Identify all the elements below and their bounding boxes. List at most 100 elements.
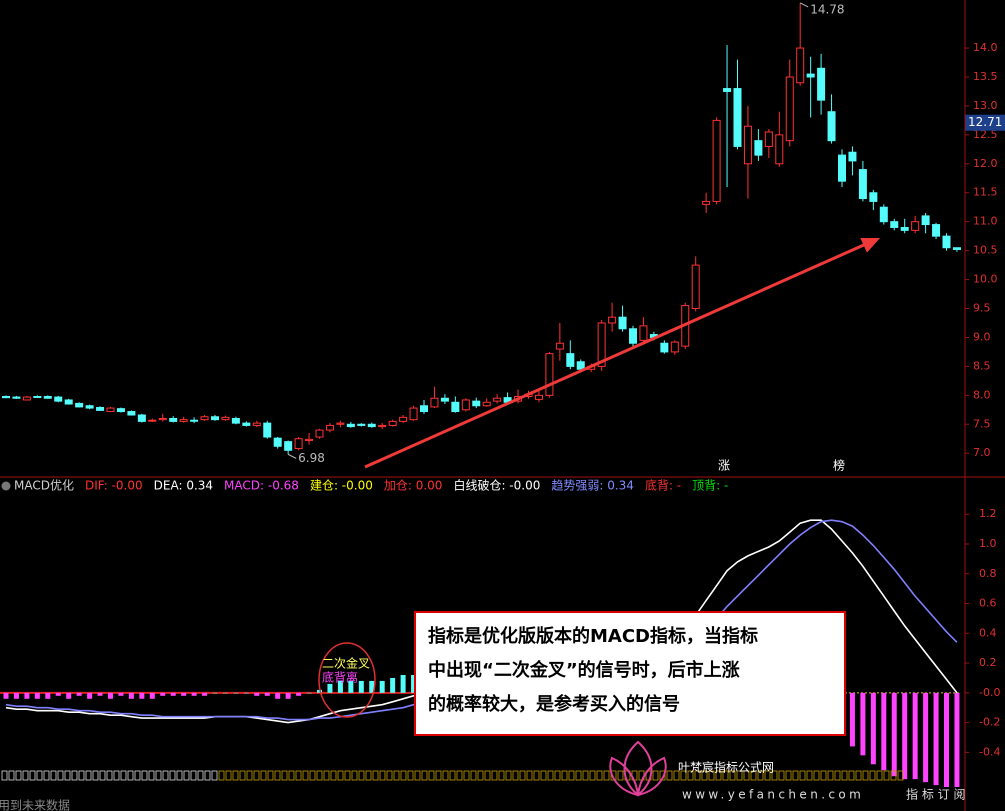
macd-bar bbox=[411, 674, 417, 693]
status-cell bbox=[869, 770, 876, 781]
macd-bar bbox=[390, 677, 396, 693]
status-cell bbox=[330, 770, 337, 781]
legend-entry: DEA: 0.34 bbox=[154, 479, 213, 493]
candle-body bbox=[461, 399, 470, 411]
y-tick-label: 9.5 bbox=[973, 302, 991, 315]
macd-bar bbox=[296, 692, 302, 696]
status-cell bbox=[106, 770, 113, 781]
watermark-sub-bg bbox=[900, 787, 962, 803]
status-cell bbox=[680, 770, 687, 781]
status-cell bbox=[694, 770, 701, 781]
status-cell bbox=[764, 770, 771, 781]
candle-body bbox=[294, 438, 303, 450]
candle-body bbox=[2, 395, 10, 399]
status-cell bbox=[547, 770, 554, 781]
status-cell bbox=[22, 770, 29, 781]
status-cell bbox=[701, 770, 708, 781]
status-cell bbox=[813, 770, 820, 781]
status-cell bbox=[715, 770, 722, 781]
status-cell bbox=[785, 770, 792, 781]
legend-entry: 建仓: -0.00 bbox=[310, 479, 373, 493]
status-cell bbox=[148, 770, 155, 781]
status-cell bbox=[225, 770, 232, 781]
status-cell bbox=[120, 770, 127, 781]
status-cell bbox=[92, 770, 99, 781]
macd-bar bbox=[13, 692, 19, 699]
highlight-circle bbox=[318, 642, 376, 718]
low-label: 6.98 bbox=[298, 451, 325, 465]
macd-bar bbox=[933, 692, 939, 786]
status-cell bbox=[708, 770, 715, 781]
macd-bar bbox=[3, 692, 9, 699]
status-cell bbox=[449, 770, 456, 781]
macd-bar bbox=[233, 692, 239, 694]
trend-arrow bbox=[364, 242, 867, 469]
legend-entry: 顶背: - bbox=[692, 479, 728, 493]
status-cell bbox=[477, 770, 484, 781]
candle-body bbox=[754, 140, 763, 156]
candle-body bbox=[629, 328, 637, 344]
y-tick-label: 12.0 bbox=[973, 157, 998, 170]
candle-body bbox=[764, 131, 773, 147]
macd-bar bbox=[264, 692, 270, 696]
status-cell bbox=[862, 770, 869, 781]
y-tick-label: -0.2 bbox=[979, 716, 1000, 729]
status-cell bbox=[722, 770, 729, 781]
status-cell bbox=[463, 770, 470, 781]
macd-bar bbox=[912, 692, 918, 780]
y-tick-label: 8.5 bbox=[973, 359, 991, 372]
candle-body bbox=[127, 411, 136, 416]
candle-body bbox=[96, 406, 105, 411]
legend-entry: 趋势强弱: 0.34 bbox=[551, 479, 634, 493]
status-cell bbox=[855, 770, 862, 781]
status-cell bbox=[169, 770, 176, 781]
macd-bar bbox=[379, 680, 385, 693]
candle-body bbox=[879, 206, 888, 223]
footer-note: 用到未来数据 bbox=[0, 798, 70, 811]
status-cell bbox=[435, 770, 442, 781]
status-cell bbox=[43, 770, 50, 781]
legend-entry: MACD优化 bbox=[14, 479, 74, 493]
y-tick-label: 10.0 bbox=[973, 273, 998, 286]
status-cell bbox=[729, 770, 736, 781]
candle-body bbox=[482, 401, 491, 407]
candle-body bbox=[420, 405, 428, 413]
status-cell bbox=[603, 770, 610, 781]
status-cell bbox=[456, 770, 463, 781]
status-cell bbox=[232, 770, 239, 781]
candle-body bbox=[43, 395, 52, 399]
status-cell bbox=[295, 770, 302, 781]
candle-body bbox=[723, 88, 732, 92]
watermark-title: 叶梵宸指标公式网 bbox=[678, 760, 774, 775]
status-cell bbox=[484, 770, 491, 781]
candle-body bbox=[242, 422, 251, 426]
status-cell bbox=[806, 770, 813, 781]
status-cell bbox=[78, 770, 85, 781]
legend-entry: DIF: -0.00 bbox=[85, 479, 143, 493]
status-cell bbox=[127, 770, 134, 781]
candle-body bbox=[148, 419, 157, 422]
candle-body bbox=[775, 134, 784, 165]
status-cell bbox=[442, 770, 449, 781]
y-tick-label: 12.5 bbox=[973, 128, 998, 141]
candle-body bbox=[890, 221, 899, 228]
macd-bar bbox=[87, 692, 93, 699]
status-cell bbox=[792, 770, 799, 781]
macd-bar bbox=[254, 692, 260, 696]
candle-body bbox=[639, 325, 648, 341]
status-cell bbox=[71, 770, 78, 781]
candle-body bbox=[221, 416, 230, 421]
candle-body bbox=[952, 247, 961, 250]
status-cell bbox=[239, 770, 246, 781]
candle-body bbox=[252, 422, 261, 426]
status-cell bbox=[162, 770, 169, 781]
status-cell bbox=[834, 770, 841, 781]
macd-bar bbox=[923, 692, 929, 783]
candle-body bbox=[357, 423, 366, 426]
candle-body bbox=[817, 67, 826, 101]
candle-body bbox=[618, 316, 627, 330]
status-cell bbox=[309, 770, 316, 781]
y-tick-label: -0.0 bbox=[979, 686, 1000, 699]
macd-bar bbox=[327, 683, 333, 693]
candle-body bbox=[75, 402, 84, 408]
